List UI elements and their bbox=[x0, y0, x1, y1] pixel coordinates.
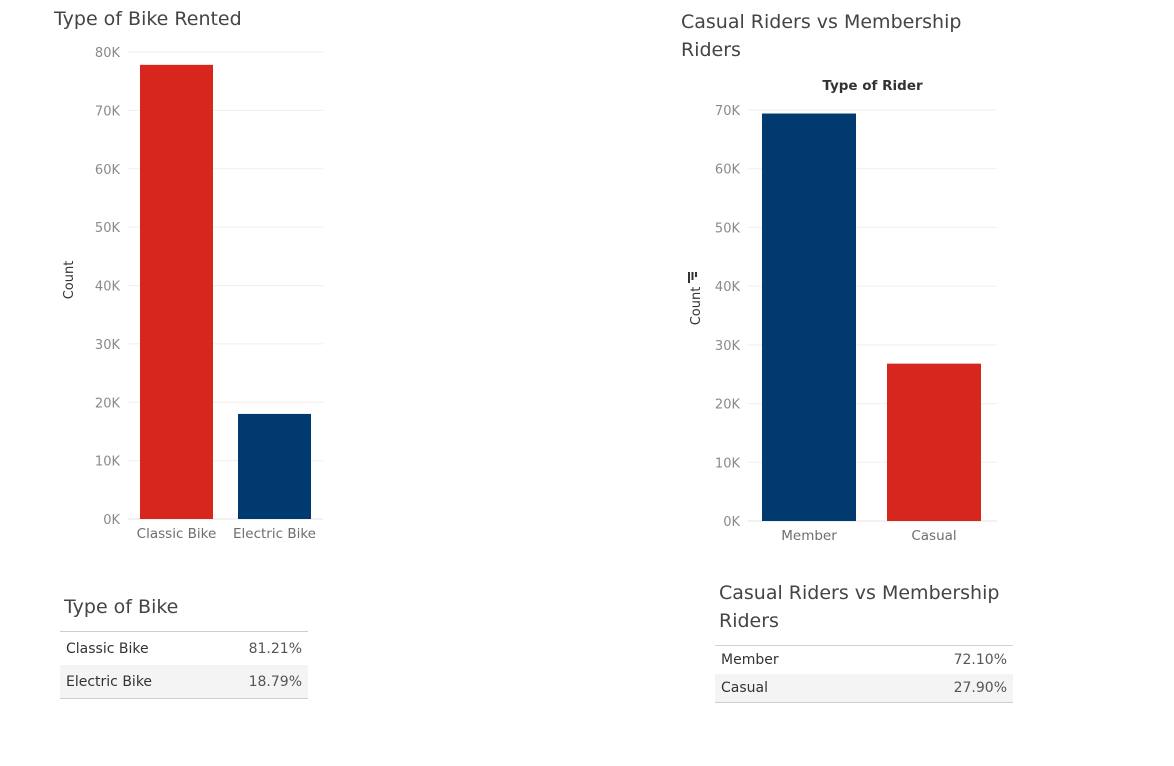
bar-casual[interactable] bbox=[887, 363, 981, 521]
y-tick-label: 70K bbox=[715, 104, 741, 119]
row-value: 81.21% bbox=[248, 640, 302, 657]
y-tick-label: 10K bbox=[95, 455, 121, 470]
x-category-label: Casual bbox=[911, 528, 956, 544]
row-label: Member bbox=[721, 652, 779, 668]
y-tick-label: 10K bbox=[715, 456, 741, 471]
y-tick-label: 50K bbox=[95, 221, 121, 236]
y-tick-label: 0K bbox=[103, 513, 120, 528]
y-tick-label: 60K bbox=[715, 163, 741, 178]
row-label: Classic Bike bbox=[66, 640, 149, 657]
y-tick-label: 70K bbox=[95, 104, 121, 119]
chart-title-rider-type: Casual Riders vs Membership Riders bbox=[681, 11, 962, 61]
table-row: Electric Bike 18.79% bbox=[60, 665, 308, 699]
y-axis-label: Count bbox=[62, 261, 77, 300]
y-tick-label: 40K bbox=[95, 280, 121, 295]
row-value: 27.90% bbox=[868, 674, 1013, 703]
sort-descending-icon[interactable] bbox=[688, 272, 697, 283]
y-tick-label: 30K bbox=[95, 338, 121, 353]
y-tick-label: 0K bbox=[723, 515, 740, 530]
x-category-label: Member bbox=[781, 528, 837, 544]
table-row: Classic Bike 81.21% bbox=[60, 632, 308, 666]
row-value: 72.10% bbox=[953, 652, 1007, 668]
x-category-label: Electric Bike bbox=[233, 526, 316, 542]
table-row: Casual 27.90% bbox=[715, 674, 1013, 703]
y-tick-label: 60K bbox=[95, 163, 121, 178]
table-title-rider: Casual Riders vs Membership Riders bbox=[719, 582, 1000, 632]
chart-title-bike-type: Type of Bike Rented bbox=[54, 8, 242, 30]
x-category-label: Classic Bike bbox=[137, 526, 217, 542]
y-tick-label: 30K bbox=[715, 339, 741, 354]
y-tick-label: 20K bbox=[715, 398, 741, 413]
bike-share-table: Classic Bike 81.21% Electric Bike 18.79% bbox=[60, 631, 308, 699]
y-tick-label: 20K bbox=[95, 396, 121, 411]
y-tick-label: 40K bbox=[715, 280, 741, 295]
table-title-bike: Type of Bike bbox=[64, 596, 179, 618]
bar-member[interactable] bbox=[762, 113, 856, 521]
column-header: Type of Rider bbox=[822, 78, 923, 94]
y-tick-label: 80K bbox=[95, 46, 121, 61]
rider-share-table: Member 72.10% Casual 27.90% bbox=[715, 645, 1013, 703]
y-tick-label: 50K bbox=[715, 221, 741, 236]
row-label: Casual bbox=[715, 674, 869, 703]
row-label: Electric Bike bbox=[60, 665, 209, 699]
y-axis-label: Count bbox=[689, 287, 704, 326]
bar-electric-bike[interactable] bbox=[238, 413, 311, 519]
row-value: 18.79% bbox=[208, 665, 308, 699]
bar-classic-bike[interactable] bbox=[140, 64, 213, 519]
table-row: Member 72.10% bbox=[715, 646, 1013, 675]
